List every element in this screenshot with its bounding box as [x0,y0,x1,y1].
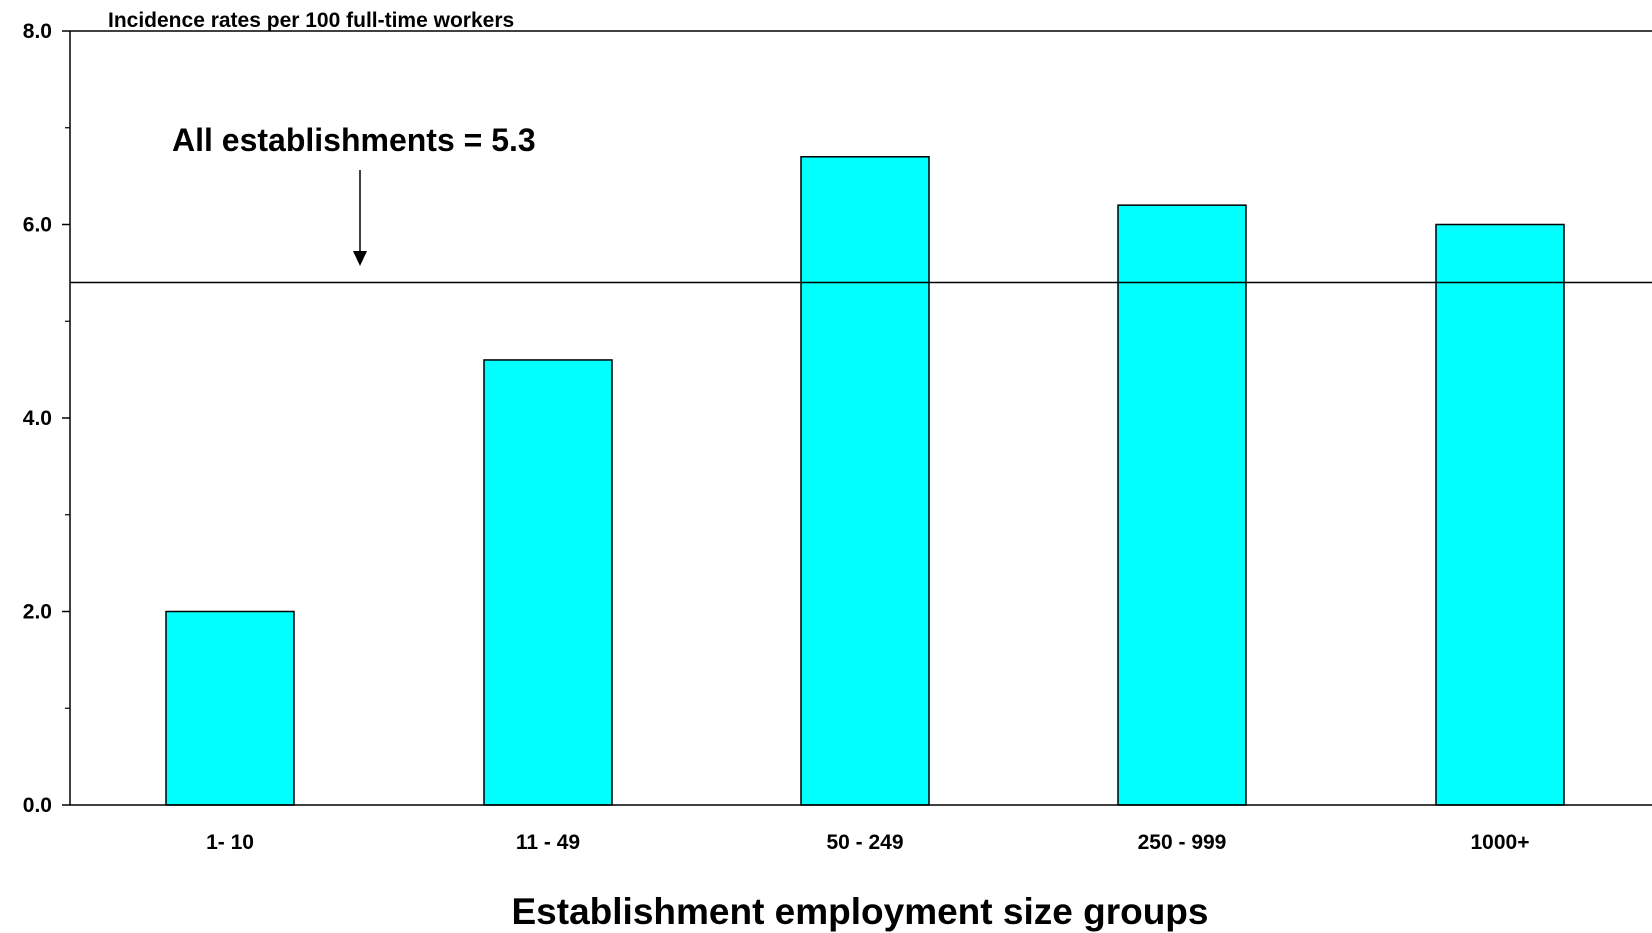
y-tick-label: 0.0 [23,794,52,817]
bar-1-10 [165,610,295,806]
y-tick-label: 6.0 [23,214,52,237]
y-axis-title: Incidence rates per 100 full-time worker… [108,9,514,32]
bars-group [165,156,1565,806]
bar-250-999 [1117,204,1247,806]
x-tick-label: 11 - 49 [516,831,580,854]
y-tick-label: 4.0 [23,407,52,430]
x-tick-label: 1000+ [1471,831,1530,854]
x-tick-labels: 1- 10 11 - 49 50 - 249 250 - 999 1000+ [206,831,1529,854]
y-tick-label: 8.0 [23,20,52,43]
x-tick-label: 50 - 249 [826,831,903,854]
bar-11-49 [483,359,613,806]
bar-50-249 [800,156,930,806]
annotation-arrow-head [353,251,367,266]
x-tick-label: 250 - 999 [1138,831,1227,854]
x-tick-label: 1- 10 [206,831,254,854]
y-tick-labels: 0.0 2.0 4.0 6.0 8.0 [23,20,52,817]
annotation-group: All establishments = 5.3 [172,122,536,266]
axes-group [62,30,1652,806]
bar-1000plus [1435,223,1565,806]
y-tick-label: 2.0 [23,601,52,624]
x-axis-title: Establishment employment size groups [512,891,1209,932]
reference-line-label: All establishments = 5.3 [172,122,536,158]
